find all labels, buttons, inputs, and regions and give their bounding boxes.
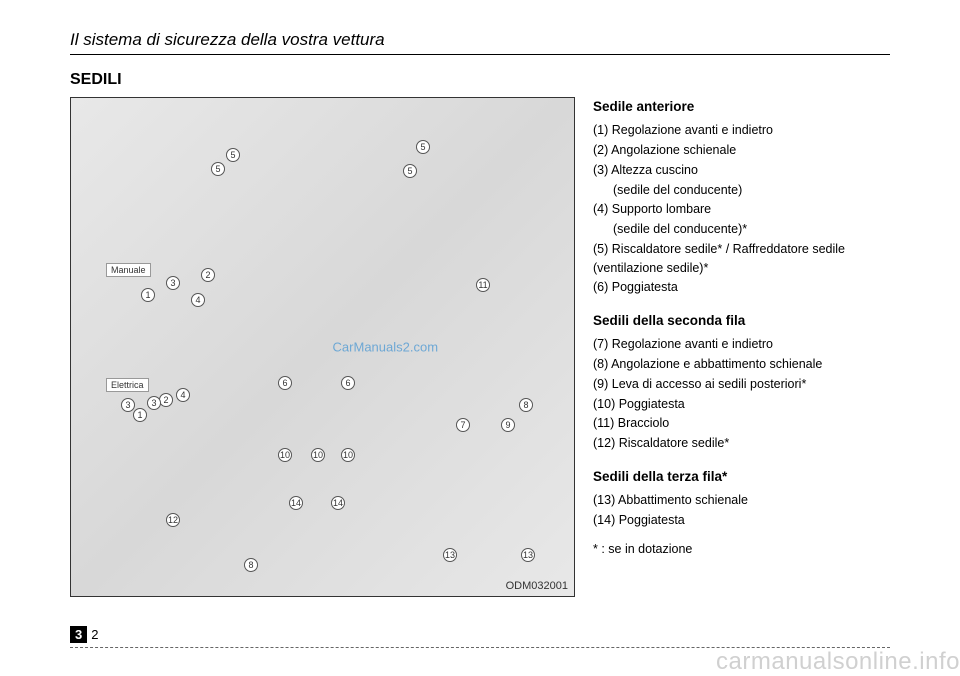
list-item: (8) Angolazione e abbattimento schienale [593,355,890,374]
list-item: (9) Leva di accesso ai sedili posteriori… [593,375,890,394]
callout-11: 11 [476,278,490,292]
list-item: (10) Poggiatesta [593,395,890,414]
third-row-title: Sedili della terza fila* [593,467,890,487]
callout-e1: 1 [133,408,147,422]
list-item: (14) Poggiatesta [593,511,890,530]
seat-diagram: Manuale Elettrica CarManuals2.com ODM032… [70,97,575,597]
diagram-label-elettrica: Elettrica [106,378,149,392]
callout-9: 9 [501,418,515,432]
footnote: * : se in dotazione [593,540,890,559]
list-item: (2) Angolazione schienale [593,141,890,160]
callout-1: 1 [141,288,155,302]
callout-e2: 2 [159,393,173,407]
text-column: Sedile anteriore (1) Regolazione avanti … [593,97,890,597]
callout-10b: 10 [311,448,325,462]
callout-e3b: 3 [147,396,161,410]
callout-4: 4 [191,293,205,307]
list-item: (13) Abbattimento schienale [593,491,890,510]
watermark-bottom: carmanualsonline.info [716,648,960,676]
callout-10a: 10 [278,448,292,462]
diagram-label-manuale: Manuale [106,263,151,277]
second-row-title: Sedili della seconda fila [593,311,890,331]
callout-12: 12 [166,513,180,527]
page-footer: 3 2 [70,626,890,648]
callout-e3: 3 [121,398,135,412]
callout-e4: 4 [176,388,190,402]
callout-5b: 5 [211,162,225,176]
callout-5c: 5 [416,140,430,154]
callout-10c: 10 [341,448,355,462]
callout-3: 3 [166,276,180,290]
callout-7: 7 [456,418,470,432]
callout-2: 2 [201,268,215,282]
callout-14b: 14 [331,496,345,510]
callout-8b: 8 [244,558,258,572]
list-item: (5) Riscaldatore sedile* / Raffreddatore… [593,240,890,278]
callout-13a: 13 [443,548,457,562]
list-item-sub: (sedile del conducente) [593,181,890,200]
callout-6a: 6 [278,376,292,390]
callout-5d: 5 [403,164,417,178]
list-item: (7) Regolazione avanti e indietro [593,335,890,354]
front-seat-title: Sedile anteriore [593,97,890,117]
callout-13b: 13 [521,548,535,562]
callout-6b: 6 [341,376,355,390]
list-item: (6) Poggiatesta [593,278,890,297]
page-number: 2 [91,627,98,642]
list-item: (11) Bracciolo [593,414,890,433]
diagram-code: ODM032001 [506,580,568,592]
chapter-number: 3 [70,626,87,643]
list-item: (4) Supporto lombare [593,200,890,219]
list-item: (3) Altezza cuscino [593,161,890,180]
list-item: (1) Regolazione avanti e indietro [593,121,890,140]
callout-5a: 5 [226,148,240,162]
list-item: (12) Riscaldatore sedile* [593,434,890,453]
header-title: Il sistema di sicurezza della vostra vet… [70,30,890,55]
callout-14a: 14 [289,496,303,510]
list-item-sub: (sedile del conducente)* [593,220,890,239]
diagram-watermark: CarManuals2.com [333,340,439,355]
callout-8: 8 [519,398,533,412]
section-title: SEDILI [70,71,890,89]
